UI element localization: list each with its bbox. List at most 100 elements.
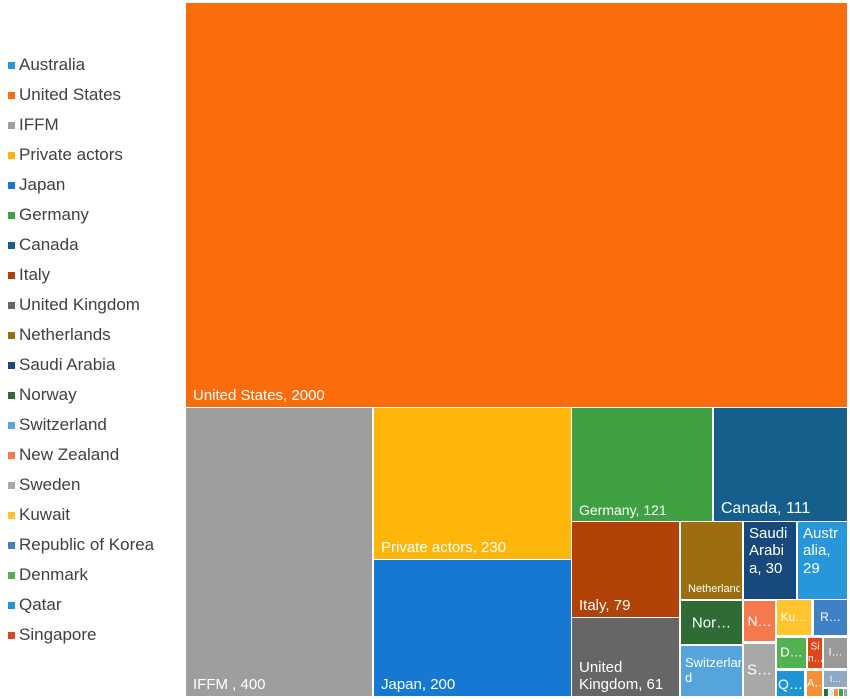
legend-swatch-icon	[8, 152, 15, 159]
block-label: Nor…	[691, 613, 732, 631]
legend-swatch-icon	[8, 272, 15, 279]
legend-item-united-kingdom[interactable]: United Kingdom	[8, 290, 186, 320]
treemap-block-united-states[interactable]: United States, 2000	[186, 3, 847, 407]
block-label: Netherlands	[688, 583, 740, 596]
block-label: Switzerlan d	[685, 656, 741, 685]
treemap-block-canada[interactable]: Canada, 111	[714, 408, 847, 521]
treemap-block-united-kingdom[interactable]: United Kingdom, 61	[572, 618, 679, 696]
block-label: Italy, 79	[579, 596, 631, 614]
legend-item-norway[interactable]: Norway	[8, 380, 186, 410]
legend-swatch-icon	[8, 182, 15, 189]
treemap-block-italy[interactable]: Italy, 79	[572, 522, 679, 617]
legend-item-saudi-arabia[interactable]: Saudi Arabia	[8, 350, 186, 380]
legend-item-kuwait[interactable]: Kuwait	[8, 500, 186, 530]
legend-item-switzerland[interactable]: Switzerland	[8, 410, 186, 440]
treemap-block-saudi-arabia[interactable]: Saudi Arabi a, 30	[744, 522, 796, 599]
block-label: Si n…	[808, 641, 822, 665]
treemap-block-unlabeled-tiny-4[interactable]	[839, 689, 843, 696]
legend-swatch-icon	[8, 92, 15, 99]
legend-label: United Kingdom	[19, 295, 140, 314]
legend-swatch-icon	[8, 122, 15, 129]
legend-item-republic-of-korea[interactable]: Republic of Korea	[8, 530, 186, 560]
legend-label: Netherlands	[19, 325, 111, 344]
block-label: Q…	[778, 675, 803, 692]
legend-swatch-icon	[8, 362, 15, 369]
legend-item-germany[interactable]: Germany	[8, 200, 186, 230]
treemap-block-unlabeled-tiny-3[interactable]	[834, 689, 838, 696]
legend-item-canada[interactable]: Canada	[8, 230, 186, 260]
block-label: IFFM , 400	[193, 675, 266, 693]
legend-item-singapore[interactable]: Singapore	[8, 620, 186, 650]
legend-label: IFFM	[19, 115, 59, 134]
legend-label: Japan	[19, 175, 66, 194]
legend-label: Kuwait	[19, 505, 71, 524]
treemap-block-norway[interactable]: Nor…	[681, 601, 742, 644]
legend-swatch-icon	[8, 452, 15, 459]
treemap-block-germany[interactable]: Germany, 121	[572, 408, 712, 521]
block-label: United States, 2000	[193, 386, 325, 404]
treemap-block-unlabeled-tiny-2[interactable]	[829, 689, 833, 696]
block-label: I…	[828, 646, 843, 659]
block-label: Saudi Arabi a, 30	[749, 525, 788, 577]
treemap-block-netherlands[interactable]: Netherlands	[681, 522, 742, 599]
treemap-block-sweden[interactable]: S…	[744, 644, 775, 696]
legend-item-japan[interactable]: Japan	[8, 170, 186, 200]
treemap-block-unlabeled-tiny-5[interactable]	[844, 689, 847, 696]
legend-label: Australia	[19, 55, 86, 74]
legend-item-private-actors[interactable]: Private actors	[8, 140, 186, 170]
legend-item-sweden[interactable]: Sweden	[8, 470, 186, 500]
legend-item-australia[interactable]: Australia	[8, 50, 186, 80]
legend-label: Italy	[19, 265, 51, 284]
legend-swatch-icon	[8, 212, 15, 219]
legend-swatch-icon	[8, 482, 15, 489]
treemap-block-japan[interactable]: Japan, 200	[374, 560, 571, 696]
legend-swatch-icon	[8, 602, 15, 609]
legend-item-italy[interactable]: Italy	[8, 260, 186, 290]
legend-label: Singapore	[19, 625, 97, 644]
treemap-block-qatar[interactable]: Q…	[777, 671, 804, 696]
treemap-block-unlabeled-i-1[interactable]: I…	[824, 638, 847, 668]
treemap-block-australia[interactable]: Austr alia, 29	[798, 522, 847, 599]
treemap-block-new-zealand[interactable]: N…	[744, 601, 775, 641]
treemap-block-denmark[interactable]: D…	[777, 638, 806, 668]
treemap-block-unlabeled-tiny-1[interactable]	[824, 689, 828, 696]
legend-swatch-icon	[8, 632, 15, 639]
legend-item-iffm[interactable]: IFFM	[8, 110, 186, 140]
legend-label: Germany	[19, 205, 89, 224]
block-label: United Kingdom, 61	[579, 658, 664, 693]
legend-label: Republic of Korea	[19, 535, 155, 554]
legend-label: New Zealand	[19, 445, 120, 464]
block-label: Germany, 121	[579, 501, 667, 518]
treemap-block-iffm[interactable]: IFFM , 400	[186, 408, 372, 696]
legend-swatch-icon	[8, 422, 15, 429]
legend-swatch-icon	[8, 392, 15, 399]
block-label: Austr alia, 29	[803, 525, 839, 577]
block-label: Canada, 111	[721, 499, 811, 517]
legend-item-netherlands[interactable]: Netherlands	[8, 320, 186, 350]
treemap-block-switzerland[interactable]: Switzerlan d	[681, 646, 742, 696]
legend-item-united-states[interactable]: United States	[8, 80, 186, 110]
legend-label: Canada	[19, 235, 79, 254]
legend-swatch-icon	[8, 242, 15, 249]
legend-item-qatar[interactable]: Qatar	[8, 590, 186, 620]
treemap-block-republic-of-korea[interactable]: R…	[814, 600, 847, 635]
legend-label: Sweden	[19, 475, 81, 494]
block-label: S…	[746, 661, 772, 679]
legend-swatch-icon	[8, 572, 15, 579]
block-label: A…	[807, 677, 822, 690]
treemap-block-unlabeled-a[interactable]: A…	[807, 671, 822, 696]
block-label: Japan, 200	[381, 675, 456, 693]
legend-item-denmark[interactable]: Denmark	[8, 560, 186, 590]
legend-label: Saudi Arabia	[19, 355, 116, 374]
legend-label: Qatar	[19, 595, 62, 614]
block-label: D…	[780, 645, 803, 660]
legend-item-new-zealand[interactable]: New Zealand	[8, 440, 186, 470]
treemap-block-singapore[interactable]: Si n…	[808, 638, 822, 668]
legend-swatch-icon	[8, 332, 15, 339]
legend-swatch-icon	[8, 542, 15, 549]
treemap-block-unlabeled-i-2[interactable]: I…	[824, 671, 847, 687]
legend-swatch-icon	[8, 62, 15, 69]
chart-legend: Australia United States IFFM Private actors…	[8, 50, 186, 650]
treemap-block-private-actors[interactable]: Private actors, 230	[374, 408, 571, 559]
treemap-block-kuwait[interactable]: Ku…	[777, 600, 811, 635]
